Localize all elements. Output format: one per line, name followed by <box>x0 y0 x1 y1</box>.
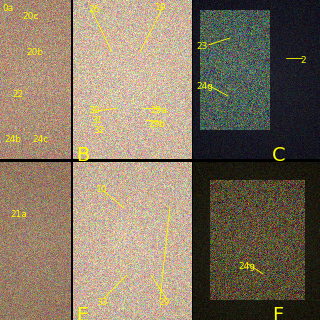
Text: 24c: 24c <box>32 135 48 144</box>
Text: 19: 19 <box>155 3 166 12</box>
Text: 30: 30 <box>88 106 100 115</box>
Text: 22: 22 <box>12 90 23 99</box>
Text: 21a: 21a <box>10 210 27 219</box>
Text: 26: 26 <box>88 5 100 14</box>
Text: E: E <box>76 306 88 320</box>
Text: C: C <box>272 146 286 165</box>
Text: 24b: 24b <box>4 135 21 144</box>
Text: 10: 10 <box>96 185 108 194</box>
Text: 23: 23 <box>196 42 207 51</box>
Text: 2: 2 <box>300 56 306 65</box>
Text: 20b: 20b <box>26 48 43 57</box>
Text: F: F <box>272 306 283 320</box>
Text: 32: 32 <box>93 126 104 135</box>
Text: 20c: 20c <box>22 12 38 21</box>
Text: 29b: 29b <box>148 120 165 129</box>
Text: 24g: 24g <box>196 82 213 91</box>
Text: 29`: 29` <box>158 298 174 307</box>
Text: B: B <box>76 146 89 165</box>
Text: 24g: 24g <box>238 262 255 271</box>
Text: 31: 31 <box>91 116 102 125</box>
Text: 0a: 0a <box>2 4 13 13</box>
Text: 33: 33 <box>96 298 108 307</box>
Text: 29a: 29a <box>150 106 167 115</box>
